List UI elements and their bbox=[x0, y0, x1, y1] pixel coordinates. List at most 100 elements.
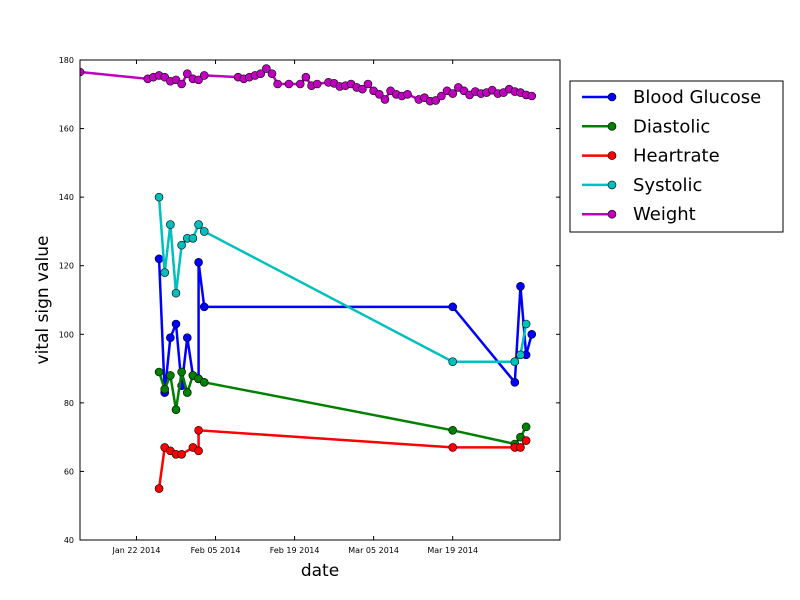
data-point bbox=[437, 91, 446, 101]
y-tick-label: 160 bbox=[59, 125, 74, 134]
legend-swatch-marker bbox=[607, 92, 617, 102]
data-point bbox=[182, 388, 192, 397]
data-point bbox=[199, 71, 209, 80]
data-point bbox=[194, 75, 203, 85]
data-point bbox=[177, 79, 186, 89]
y-tick-label: 120 bbox=[59, 262, 74, 271]
series-diastolic bbox=[154, 367, 531, 449]
data-point bbox=[380, 95, 390, 104]
series-weight bbox=[80, 64, 537, 106]
series-heartrate bbox=[154, 425, 531, 493]
legend-item: Diastolic bbox=[582, 116, 710, 137]
series-line bbox=[157, 258, 533, 393]
data-point bbox=[194, 425, 203, 435]
legend-swatch-marker bbox=[607, 122, 617, 131]
legend-label: Diastolic bbox=[633, 116, 710, 137]
data-point bbox=[160, 268, 170, 277]
x-axis: Jan 22 2014 Feb 05 2014 Feb 19 2014 Mar 05 … bbox=[111, 60, 478, 555]
y-tick-label: 180 bbox=[59, 56, 74, 65]
data-point bbox=[154, 192, 164, 202]
data-point bbox=[262, 64, 271, 73]
data-point bbox=[171, 405, 181, 415]
x-tick-label: Feb 19 2014 bbox=[270, 546, 320, 555]
legend-label: Blood Glucose bbox=[633, 87, 761, 108]
data-point bbox=[188, 233, 198, 243]
data-point bbox=[166, 220, 175, 229]
data-point bbox=[301, 72, 311, 82]
data-point bbox=[284, 79, 294, 89]
data-point bbox=[510, 377, 520, 387]
data-point bbox=[171, 288, 181, 298]
data-point bbox=[256, 69, 266, 79]
data-point bbox=[182, 333, 192, 343]
series-systolic bbox=[154, 192, 531, 367]
x-tick-label: Jan 22 2014 bbox=[111, 546, 160, 555]
y-tick-label: 100 bbox=[59, 330, 74, 339]
x-tick-label: Feb 05 2014 bbox=[191, 546, 241, 555]
data-point bbox=[521, 436, 531, 445]
x-tick-label: Mar 05 2014 bbox=[348, 546, 399, 555]
legend-item: Heartrate bbox=[582, 146, 720, 167]
legend-item: Weight bbox=[582, 204, 696, 225]
y-tick-label: 80 bbox=[64, 399, 74, 408]
data-point bbox=[194, 257, 203, 267]
data-point bbox=[363, 79, 373, 89]
data-point bbox=[516, 443, 525, 452]
series-line bbox=[157, 428, 528, 489]
data-point bbox=[448, 302, 458, 312]
data-point bbox=[154, 254, 164, 264]
x-tick-label: Mar 19 2014 bbox=[427, 546, 478, 555]
data-point bbox=[194, 220, 203, 229]
data-point bbox=[194, 446, 203, 456]
data-point bbox=[521, 422, 531, 432]
series-blood-glucose bbox=[154, 254, 537, 397]
series-line bbox=[157, 197, 528, 363]
data-point bbox=[448, 357, 458, 367]
legend: Blood Glucose Diastolic Heartrate Systolic W… bbox=[569, 80, 784, 233]
y-tick-label: 140 bbox=[59, 193, 74, 202]
data-point bbox=[448, 443, 458, 452]
y-axis-title: vital sign value bbox=[33, 236, 53, 365]
data-point bbox=[177, 367, 186, 377]
data-point bbox=[199, 302, 209, 312]
legend-label: Weight bbox=[633, 204, 696, 225]
legend-swatch-marker bbox=[607, 209, 617, 219]
data-point bbox=[295, 79, 305, 89]
data-point bbox=[267, 69, 277, 79]
legend-item: Systolic bbox=[582, 175, 702, 196]
data-point bbox=[516, 281, 525, 291]
data-point bbox=[166, 333, 175, 343]
data-point bbox=[154, 367, 164, 377]
x-axis-title: date bbox=[301, 561, 339, 581]
data-point bbox=[374, 89, 384, 99]
data-point bbox=[171, 319, 181, 329]
data-point bbox=[80, 67, 85, 77]
data-point bbox=[160, 384, 170, 394]
y-axis: 40 60 80 100 120 140 160 180 bbox=[59, 56, 560, 545]
data-point bbox=[312, 79, 322, 89]
legend-item: Blood Glucose bbox=[582, 87, 761, 108]
data-point bbox=[448, 89, 458, 98]
legend-swatch-marker bbox=[607, 151, 617, 160]
data-point bbox=[177, 449, 186, 459]
data-point bbox=[154, 484, 164, 493]
data-point bbox=[199, 227, 209, 236]
y-tick-label: 40 bbox=[64, 536, 74, 545]
series-layer bbox=[80, 64, 537, 493]
y-tick-label: 60 bbox=[64, 467, 74, 476]
data-point bbox=[177, 240, 186, 250]
legend-label: Systolic bbox=[633, 175, 702, 196]
data-point bbox=[273, 79, 282, 89]
data-point bbox=[199, 377, 209, 387]
data-point bbox=[403, 89, 412, 99]
data-point bbox=[166, 371, 175, 380]
series-line bbox=[157, 370, 528, 446]
data-point bbox=[527, 91, 537, 101]
data-point bbox=[358, 84, 367, 94]
data-point bbox=[516, 350, 525, 360]
plot-frame bbox=[79, 59, 561, 541]
data-point bbox=[431, 96, 441, 105]
legend-swatch-marker bbox=[607, 180, 617, 190]
data-point bbox=[527, 329, 537, 339]
